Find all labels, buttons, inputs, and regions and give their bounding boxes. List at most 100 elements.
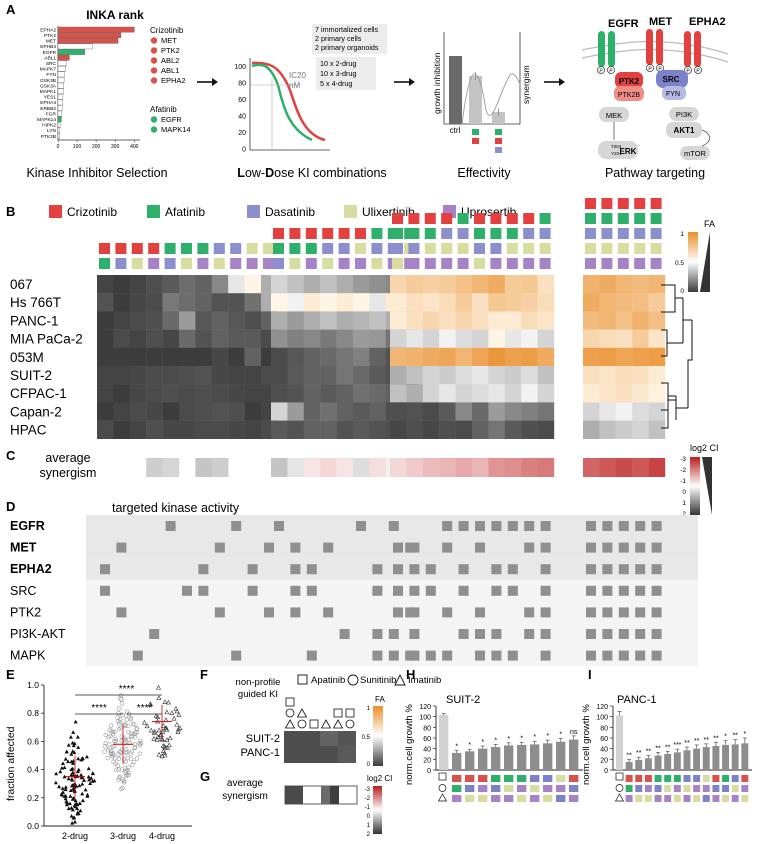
e-point: [73, 719, 78, 724]
inka-bar: [57, 60, 67, 66]
growth-y-tick-label: 60: [600, 736, 608, 743]
heatmap-cell: [406, 329, 423, 348]
heatmap-cell: [422, 420, 440, 439]
inka-bar: [57, 54, 70, 61]
synergy-cell: [439, 458, 456, 477]
heatmap-cell: [129, 347, 147, 367]
e-point: [114, 767, 119, 773]
heatmap-cell: [521, 311, 538, 330]
e-point: [107, 742, 112, 747]
svg-text:0: 0: [680, 288, 684, 295]
combo-drug-square: [115, 258, 127, 269]
heatmap-cell: [287, 311, 304, 330]
sample-line-2: 2 primary cells: [315, 34, 362, 43]
e-point: [160, 736, 166, 742]
e-point: [69, 759, 74, 764]
square-icon: [345, 708, 355, 718]
e-point: [117, 706, 122, 711]
ptk2-node: [615, 72, 643, 88]
combo-drug-square: [474, 243, 485, 254]
kinase-target-mark: [586, 564, 596, 575]
heatmap-cell: [244, 329, 262, 348]
heatmap-cell: [583, 347, 600, 367]
combo-drug-square: [273, 243, 284, 254]
growth-combo-square: [625, 775, 633, 782]
inka-rank-title: INKA rank: [86, 8, 144, 22]
combo-drug-square: [523, 258, 535, 269]
e-point: [113, 736, 118, 742]
phosphorylation-icon: [646, 64, 654, 72]
e-point: [124, 709, 130, 715]
single-drug-bar: [469, 76, 482, 124]
inka-kinase-label: MET: [46, 39, 56, 45]
heatmap-cell: [455, 347, 473, 367]
growth-y-tick-label: 0: [427, 768, 431, 775]
heatmap-cell: [97, 293, 114, 312]
heatmap-cell: [320, 311, 337, 330]
growth-combo-square: [741, 785, 749, 792]
kinase-target-mark: [475, 650, 485, 661]
heatmap-cell: [504, 311, 522, 330]
growth-bar: [712, 746, 720, 770]
kinase-target-mark: [635, 607, 646, 618]
heatmap-cell: [211, 347, 229, 367]
growth-bar: [635, 759, 643, 770]
crizotinib-target: EPHA2: [161, 76, 186, 85]
heatmap-cell: [271, 329, 288, 348]
heatmap-cell: [228, 366, 245, 385]
growth-bar: [478, 748, 488, 770]
synergy-heatmap-row: [146, 458, 666, 477]
svg-text:average: average: [227, 778, 264, 789]
inka-kinase-label: ERBB2: [40, 106, 56, 112]
growth-combo-square: [465, 785, 475, 792]
e-point: [70, 766, 75, 771]
inka-kinase-label: EPHA4: [40, 100, 56, 106]
heatmap-cell: [336, 366, 354, 385]
heatmap-cell: [521, 366, 538, 385]
growth-combo-square: [543, 785, 553, 792]
log2ci-tick-label: -1: [680, 478, 686, 485]
g-log2ci-tick-label: -3: [365, 787, 371, 793]
growth-combo-square: [635, 795, 643, 802]
heatmap-cell: [97, 366, 114, 385]
combo-drug-square: [338, 228, 350, 239]
g-synergy-row: [284, 785, 358, 805]
heatmap-cell: [195, 347, 212, 367]
synergy-cell: [146, 458, 163, 477]
heatmap-cell: [472, 384, 489, 403]
drug-legend-label: Crizotinib: [67, 205, 117, 219]
targeted-kinase-matrix: EGFR MET EPHA2 SRC PTK2 PI3K-AKT MAPK: [10, 515, 698, 667]
heatmap-cell: [228, 311, 245, 330]
heatmap-cell: [113, 329, 130, 348]
kinase-target-mark: [651, 585, 662, 596]
kinase-target-mark: [524, 629, 535, 639]
e-point: [119, 786, 124, 792]
growth-y-tick-label: 0: [604, 768, 608, 775]
kinase-target-mark: [290, 607, 301, 618]
heatmap-cell: [129, 311, 147, 330]
combo-drug-square: [490, 228, 502, 239]
kinase-target-mark: [540, 542, 551, 553]
heatmap-cell: [406, 366, 423, 385]
e-point: [89, 776, 94, 780]
heatmap-cell: [521, 293, 538, 312]
growth-combo-square: [465, 775, 475, 782]
e-point: [126, 765, 131, 770]
kinase-target-mark: [618, 585, 629, 596]
heatmap-cell: [179, 366, 196, 385]
heatmap-cell: [129, 275, 147, 294]
svg-text:ERK: ERK: [620, 147, 637, 156]
effectivity-caption: Effectivity: [457, 166, 511, 180]
combo-drug-square: [181, 258, 192, 269]
erk-node: [598, 141, 638, 159]
crizotinib-title: Crizotinib: [150, 26, 184, 35]
kinase-target-mark: [149, 629, 160, 639]
synergy-cell: [320, 458, 337, 477]
heatmap-cell: [583, 402, 600, 421]
combo-drug-square: [392, 243, 403, 254]
e-point: [113, 738, 119, 744]
heatmap-cell: [303, 311, 321, 330]
heatmap-cell: [648, 402, 666, 421]
synergy-cell: [504, 458, 522, 477]
